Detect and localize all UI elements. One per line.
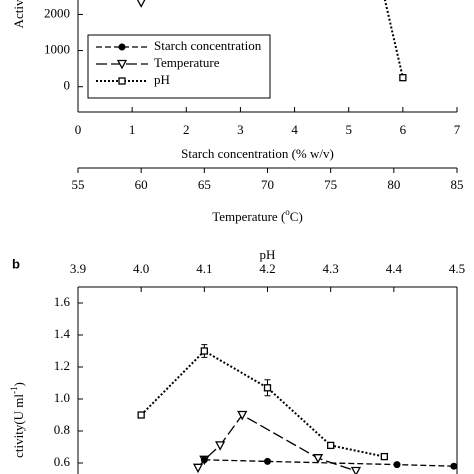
point — [350, 466, 362, 474]
point — [393, 461, 401, 469]
x-tick-label: 4.5 — [449, 261, 465, 276]
panel-label: b — [12, 256, 20, 271]
point — [327, 441, 335, 450]
x2-tick-label: 70 — [261, 177, 274, 192]
label-part: C) — [290, 209, 303, 224]
x2-tick-label: 80 — [387, 177, 400, 192]
label-part: Temperature ( — [212, 209, 285, 224]
y-tick-label: 1.2 — [54, 358, 70, 373]
point — [380, 452, 389, 461]
x-tick-label: 2 — [183, 122, 190, 137]
plot-area — [137, 344, 458, 474]
x2-tick-label: 55 — [72, 177, 85, 192]
label-part: ctivity(U ml — [11, 394, 26, 458]
point — [215, 441, 226, 451]
legend-marker — [118, 77, 126, 85]
y-tick-label: 1.6 — [54, 294, 71, 309]
x-tick-label: 5 — [345, 122, 352, 137]
legend-label: Temperature — [154, 55, 220, 70]
point — [136, 0, 146, 8]
legend-label: pH — [154, 72, 170, 87]
point — [137, 411, 145, 419]
x-tick-label: 0 — [75, 122, 82, 137]
y-axis-label: ctivity(U ml-1) — [9, 382, 26, 458]
x-tick-label: 6 — [400, 122, 407, 137]
legend-box — [87, 34, 271, 99]
x-tick-label: 4.1 — [196, 261, 212, 276]
x-tick-label: 4.0 — [133, 261, 149, 276]
point — [399, 74, 407, 82]
x-tick-label: 4 — [291, 122, 298, 137]
y-tick-label: 1000 — [44, 42, 70, 57]
point — [237, 410, 248, 421]
x2-axis-label: Temperature (oC) — [212, 207, 303, 224]
x-tick-label: 4.4 — [386, 261, 403, 276]
x2-tick-label: 75 — [324, 177, 337, 192]
x-axis-label: Starch concentration (% w/v) — [181, 146, 334, 161]
series-line — [140, 349, 385, 458]
y-tick-label: 1.4 — [54, 326, 71, 341]
x2-tick-label: 85 — [451, 177, 464, 192]
x-tick-label: 3 — [237, 122, 244, 137]
y-axis-label: Activ — [11, 0, 26, 28]
x-tick-label: 7 — [454, 122, 461, 137]
point — [450, 462, 458, 470]
x2-tick-label: 65 — [198, 177, 211, 192]
point — [200, 456, 208, 464]
legend-marker — [118, 43, 126, 51]
x-tick-label: 3.9 — [70, 261, 86, 276]
x-tick-label: 4.3 — [323, 261, 339, 276]
label-sup: o — [285, 207, 290, 217]
y-tick-label: 1.0 — [54, 390, 70, 405]
y-tick-label: 2000 — [44, 5, 70, 20]
y-tick-label: 0.6 — [54, 454, 71, 469]
point — [263, 384, 272, 392]
point — [312, 454, 324, 464]
point — [200, 347, 208, 355]
x-axis-label: pH — [260, 247, 276, 262]
legend-marker — [116, 59, 128, 70]
y-tick-label: 0.8 — [54, 422, 70, 437]
point — [264, 457, 271, 465]
label-sup: -1 — [9, 386, 19, 394]
x-tick-label: 1 — [129, 122, 136, 137]
series-line — [204, 459, 454, 467]
plot-area — [136, 0, 407, 82]
x2-tick-label: 60 — [135, 177, 148, 192]
point — [192, 463, 204, 474]
series-line — [383, 0, 404, 78]
y-tick-label: 0 — [64, 78, 71, 93]
label-part: Activ — [11, 0, 26, 28]
label-part: ) — [11, 382, 26, 386]
x-tick-label: 4.2 — [259, 261, 275, 276]
legend-label: Starch concentration — [154, 38, 262, 53]
